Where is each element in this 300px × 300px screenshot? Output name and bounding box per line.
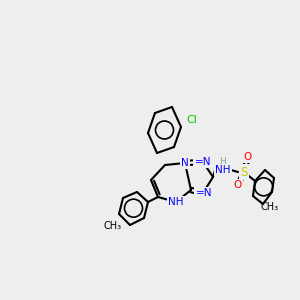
Text: H: H [220,158,226,166]
Text: S: S [240,166,248,178]
Text: CH₃: CH₃ [104,221,122,231]
Text: =N: =N [196,188,212,198]
Text: NH: NH [168,197,184,207]
Text: CH₃: CH₃ [261,202,279,212]
Text: =N: =N [195,157,211,167]
Text: Cl: Cl [187,115,197,125]
Text: NH: NH [215,165,231,175]
Text: N: N [181,158,189,168]
Text: O: O [244,152,252,162]
Text: O: O [234,180,242,190]
